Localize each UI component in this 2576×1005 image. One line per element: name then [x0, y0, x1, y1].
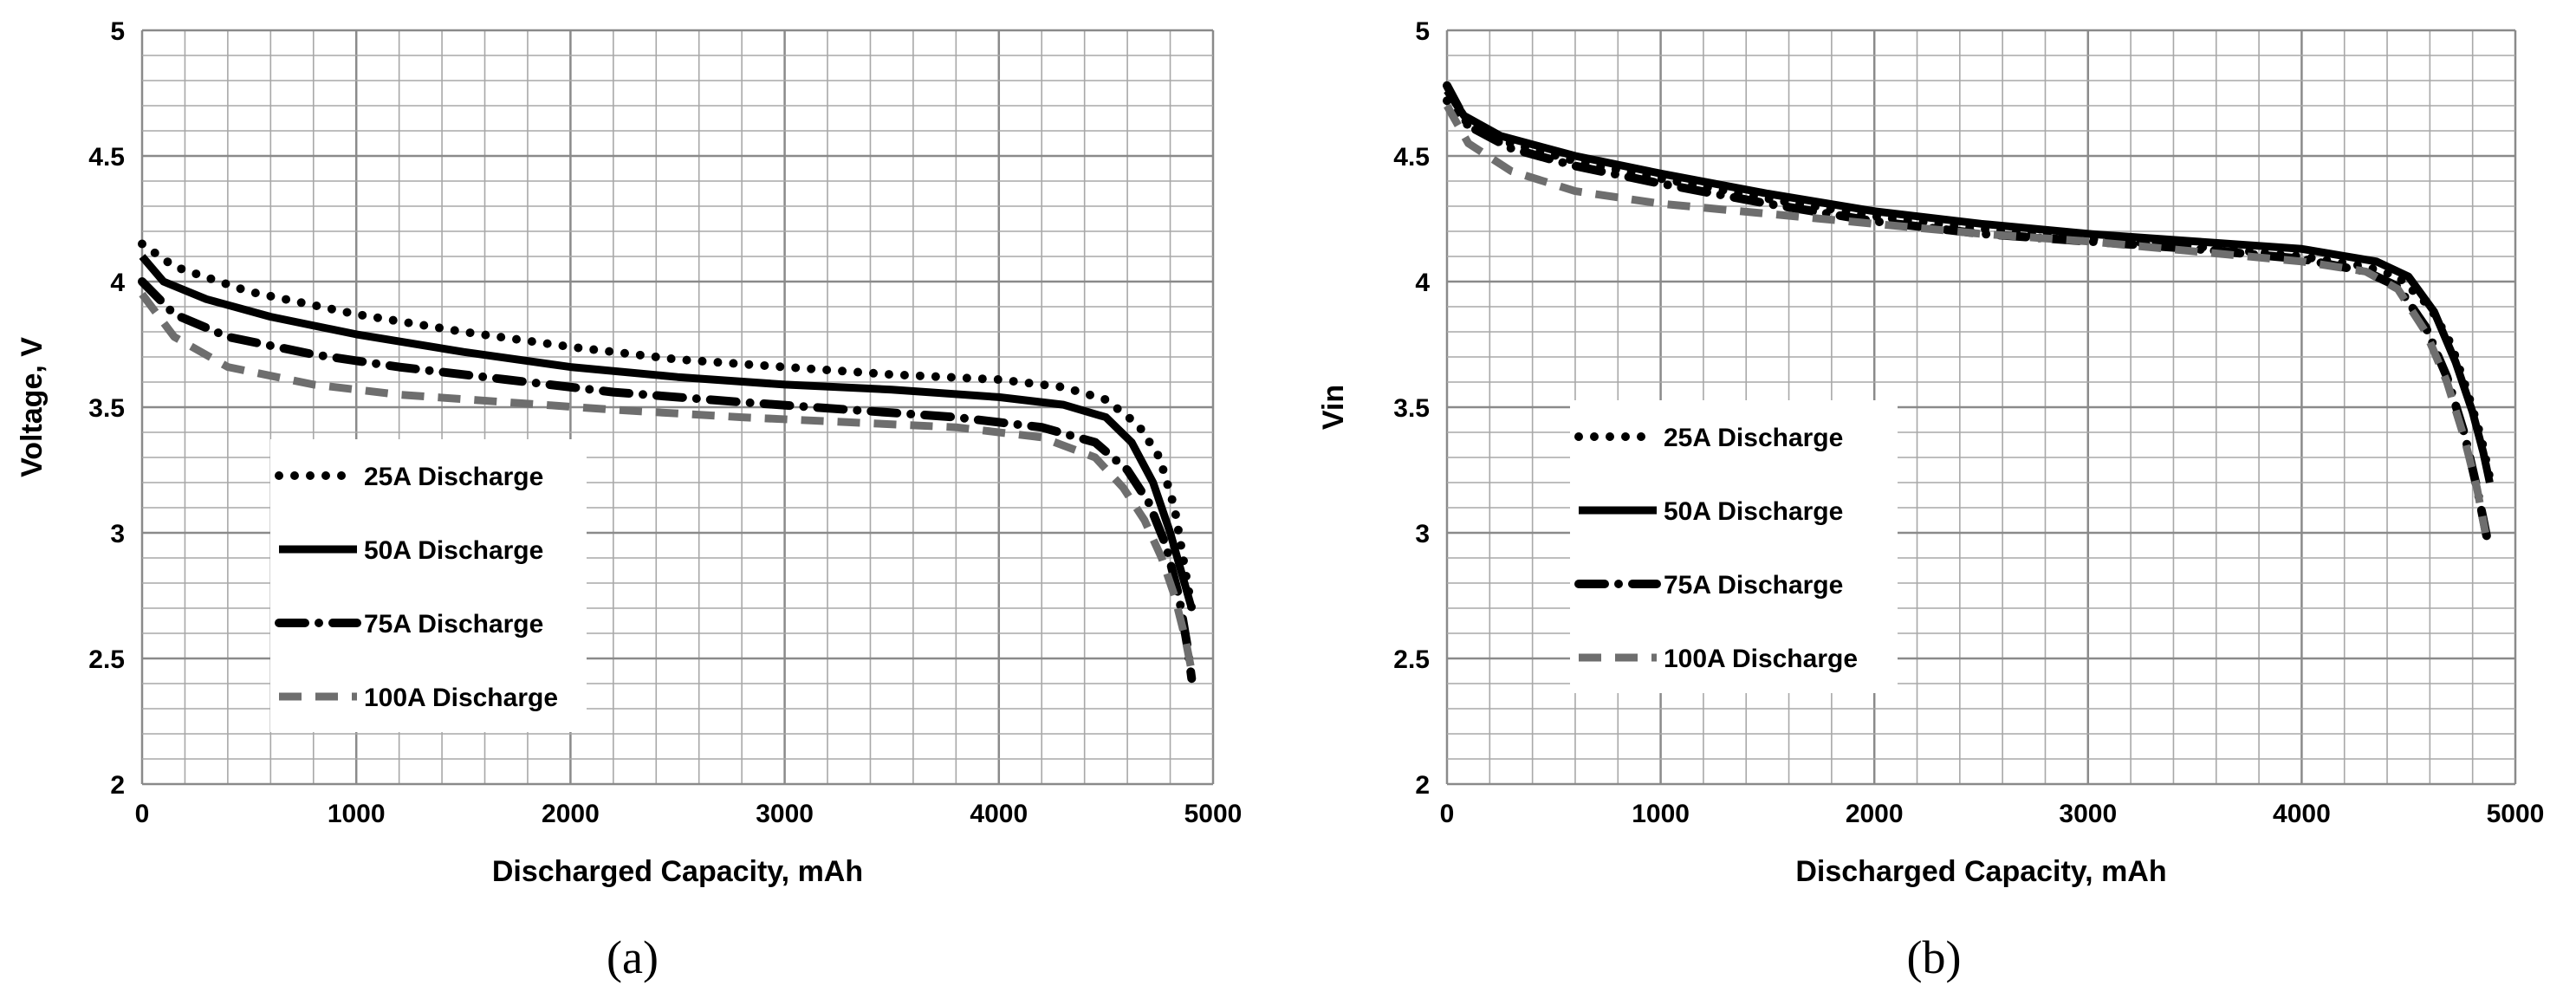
y-tick-label: 4.5	[88, 143, 125, 172]
panel-label: (b)	[1907, 931, 1962, 983]
legend-label: 50A Discharge	[1664, 497, 1843, 526]
x-tick-label: 5000	[2487, 800, 2545, 828]
legend-label: 75A Discharge	[364, 610, 543, 639]
legend-label: 25A Discharge	[1664, 424, 1843, 452]
series-line-50a-discharge	[139, 254, 1196, 610]
chart-a: 0 1000 2000 3000 4000 5000 2 2.5 3 3.5 4 4.5 5 Discha…	[16, 17, 1242, 983]
legend-label: 25A Discharge	[364, 463, 543, 491]
legend-box	[270, 439, 587, 732]
x-axis-label: Discharged Capacity, mAh	[1795, 855, 2166, 888]
series-line-25a-discharge	[138, 239, 1197, 613]
legend-label: 50A Discharge	[364, 536, 543, 565]
series-line-75a-discharge	[1443, 81, 2492, 545]
series-line-100a-discharge	[1444, 103, 2489, 534]
y-tick-label: 2	[1415, 771, 1430, 800]
y-tick-label: 4	[1415, 269, 1430, 297]
y-tick-label: 4.5	[1393, 143, 1430, 172]
series-line-75a-discharge	[138, 277, 1197, 684]
y-tick-label: 5	[1415, 17, 1430, 46]
y-tick-label: 3	[110, 520, 125, 548]
x-tick-label: 2000	[542, 800, 600, 828]
y-tick-label: 5	[110, 17, 125, 46]
series-line-50a-discharge	[1444, 88, 2494, 483]
x-tick-label: 4000	[970, 800, 1028, 828]
chart-b: 0 1000 2000 3000 4000 5000 2 2.5 3 3.5 4 4.5 5 Discha…	[1317, 17, 2544, 983]
y-axis-label: Vin	[1317, 385, 1350, 430]
legend-label: 100A Discharge	[1664, 645, 1858, 673]
y-tick-label: 2	[110, 771, 125, 800]
series-line-100a-discharge	[139, 291, 1196, 672]
x-tick-label: 2000	[1846, 800, 1904, 828]
y-tick-label: 3	[1415, 520, 1430, 548]
y-tick-label: 2.5	[1393, 645, 1430, 674]
legend-label: 75A Discharge	[1664, 571, 1843, 600]
y-tick-label: 3.5	[1393, 394, 1430, 423]
y-axis-label: Voltage, V	[16, 337, 49, 477]
y-tick-label: 2.5	[88, 645, 125, 674]
x-tick-label: 3000	[756, 800, 814, 828]
panel-label: (a)	[607, 931, 659, 983]
x-tick-label: 0	[135, 800, 150, 828]
x-tick-label: 1000	[1632, 800, 1690, 828]
x-axis-label: Discharged Capacity, mAh	[492, 855, 863, 888]
legend-box	[1570, 400, 1898, 693]
x-tick-label: 0	[1440, 800, 1455, 828]
x-tick-label: 1000	[328, 800, 386, 828]
x-tick-label: 3000	[2059, 800, 2117, 828]
x-tick-label: 4000	[2273, 800, 2331, 828]
y-tick-label: 4	[110, 269, 125, 297]
y-tick-label: 3.5	[88, 394, 125, 423]
x-tick-label: 5000	[1184, 800, 1243, 828]
legend-label: 100A Discharge	[364, 684, 558, 712]
